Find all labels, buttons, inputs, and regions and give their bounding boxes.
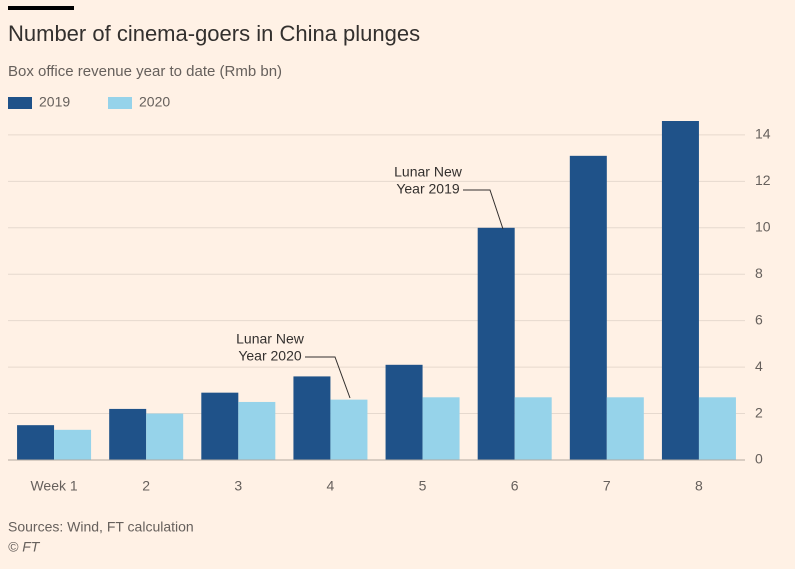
y-tick-label: 0 xyxy=(755,451,763,467)
annotation: Year 2020 xyxy=(238,348,302,364)
legend-label: 2019 xyxy=(39,94,70,110)
bar xyxy=(385,364,423,460)
chart-subtitle: Box office revenue year to date (Rmb bn) xyxy=(8,63,282,80)
legend-label: 2020 xyxy=(139,94,170,110)
bar xyxy=(201,392,239,460)
bar xyxy=(330,399,368,460)
y-tick-label: 14 xyxy=(755,126,771,142)
bar xyxy=(293,376,331,460)
x-tick-label: 4 xyxy=(327,478,335,494)
bar xyxy=(661,121,699,460)
bar xyxy=(514,397,552,460)
y-tick-label: 12 xyxy=(755,172,771,188)
bar xyxy=(698,397,736,460)
annotation-leader xyxy=(305,356,351,399)
x-tick-label: 6 xyxy=(511,478,519,494)
bar xyxy=(606,397,644,460)
y-tick-label: 6 xyxy=(755,311,763,327)
y-tick-label: 4 xyxy=(755,358,763,374)
x-tick-label: 3 xyxy=(234,478,242,494)
bar xyxy=(238,401,276,460)
source: Sources: Wind, FT calculation xyxy=(8,519,194,535)
y-tick-label: 8 xyxy=(755,265,763,281)
annotation: Lunar New xyxy=(394,164,463,180)
credit: © FT xyxy=(8,539,41,555)
x-tick-label: 8 xyxy=(695,478,703,494)
annotation-leader xyxy=(463,189,504,230)
y-tick-label: 2 xyxy=(755,404,763,420)
legend-swatch xyxy=(8,97,32,109)
top-rule xyxy=(8,6,74,10)
bar xyxy=(146,413,184,460)
bar xyxy=(569,155,607,460)
bar xyxy=(477,227,515,460)
bar xyxy=(17,425,55,460)
bar xyxy=(422,397,460,460)
legend-swatch xyxy=(108,97,132,109)
x-tick-label: 5 xyxy=(419,478,427,494)
x-tick-label: Week 1 xyxy=(30,478,77,494)
annotation: Lunar New xyxy=(236,331,305,347)
chart-title: Number of cinema-goers in China plunges xyxy=(8,21,420,46)
x-tick-label: 2 xyxy=(142,478,150,494)
annotation: Year 2019 xyxy=(396,181,460,197)
x-tick-label: 7 xyxy=(603,478,611,494)
bar xyxy=(54,429,92,460)
y-tick-label: 10 xyxy=(755,219,771,235)
bar xyxy=(109,408,147,460)
